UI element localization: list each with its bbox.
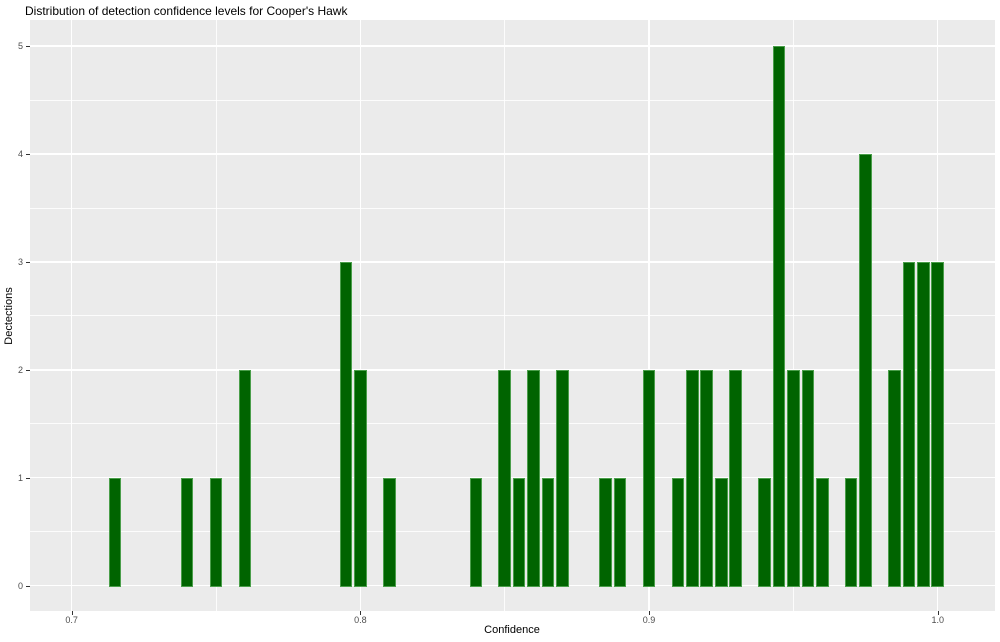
y-axis-tick: [26, 477, 30, 479]
histogram-bar: [758, 477, 771, 587]
histogram-bar: [382, 477, 396, 587]
x-major-gridline: [70, 20, 73, 611]
histogram-bar: [859, 154, 872, 587]
y-axis-tick-label: 5: [17, 41, 23, 52]
x-minor-gridline: [792, 20, 794, 611]
x-axis-tick-label: 0.7: [65, 615, 78, 625]
histogram-bar: [354, 369, 367, 587]
y-minor-gridline: [30, 531, 995, 532]
y-axis-title: Dectections: [3, 287, 15, 345]
histogram-bar: [209, 477, 223, 587]
x-minor-gridline: [215, 20, 217, 611]
histogram-bar: [902, 261, 916, 587]
histogram-bar: [642, 369, 656, 587]
histogram-bar: [512, 477, 526, 587]
y-axis-tick: [26, 585, 30, 587]
y-minor-gridline: [30, 423, 995, 425]
y-axis-tick: [26, 154, 30, 156]
x-axis-tick: [360, 611, 362, 615]
x-major-gridline: [359, 20, 362, 611]
x-axis-title: Confidence: [484, 624, 540, 636]
chart-title: Distribution of detection confidence lev…: [25, 4, 348, 18]
histogram-bar: [801, 369, 815, 587]
histogram-bar: [844, 477, 858, 587]
histogram-bar: [599, 477, 613, 587]
x-minor-gridline: [504, 20, 506, 611]
histogram-bar: [556, 369, 569, 587]
y-minor-gridline: [30, 207, 995, 209]
x-axis-tick-label: 1.0: [931, 615, 944, 625]
histogram-bar: [787, 369, 800, 587]
histogram-bar: [469, 477, 483, 587]
y-axis-tick: [26, 369, 30, 371]
histogram-bar: [613, 477, 627, 587]
y-major-gridline: [30, 45, 995, 47]
y-axis-tick-label: 1: [17, 472, 23, 483]
x-axis-tick: [71, 611, 73, 615]
x-major-gridline: [648, 20, 650, 611]
histogram-bar: [527, 369, 540, 587]
x-axis-tick: [937, 611, 939, 615]
y-major-gridline: [30, 476, 995, 479]
histogram-bar: [772, 46, 786, 587]
x-axis-tick-label: 0.9: [642, 615, 656, 625]
x-axis-tick-label: 0.8: [354, 615, 367, 625]
histogram-bar: [686, 369, 699, 587]
histogram-bar: [729, 369, 742, 587]
y-minor-gridline: [30, 315, 995, 317]
histogram-bar: [916, 261, 930, 587]
histogram-bar: [541, 477, 555, 587]
histogram-bar: [700, 369, 714, 587]
histogram-bar: [888, 369, 901, 587]
plot-panel: [30, 20, 995, 611]
histogram-bar: [238, 369, 252, 587]
y-axis-tick: [26, 261, 30, 263]
histogram-bar: [815, 477, 829, 587]
histogram-bar: [498, 369, 511, 587]
histogram-bar: [931, 261, 944, 587]
y-axis-tick-label: 4: [17, 149, 23, 160]
y-minor-gridline: [30, 99, 995, 101]
y-axis-tick-label: 2: [17, 364, 23, 375]
histogram-bar: [339, 261, 353, 587]
y-axis-tick: [26, 46, 30, 48]
y-major-gridline: [30, 584, 995, 587]
histogram-bar: [108, 477, 122, 587]
x-axis-tick: [649, 611, 651, 615]
y-major-gridline: [30, 261, 995, 263]
y-axis-tick-label: 3: [17, 256, 23, 267]
histogram-bar: [714, 477, 728, 587]
y-axis-tick-label: 0: [17, 580, 23, 591]
histogram-bar: [671, 477, 685, 587]
y-major-gridline: [30, 369, 995, 371]
y-major-gridline: [30, 153, 995, 155]
histogram-bar: [180, 477, 194, 587]
